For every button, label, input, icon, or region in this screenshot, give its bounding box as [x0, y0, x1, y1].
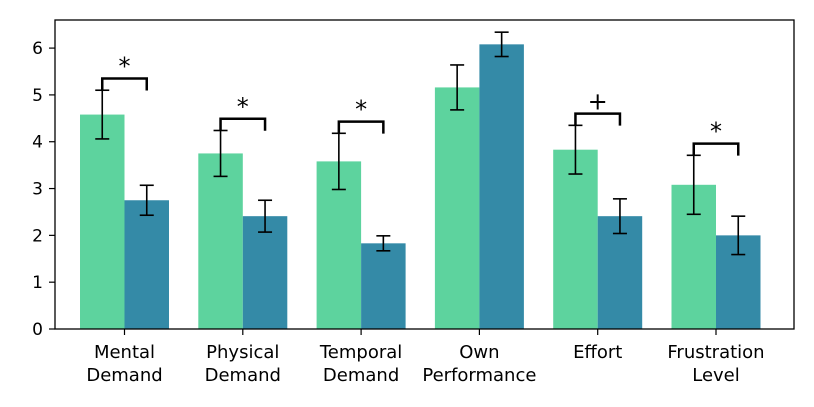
x-category-label: Physical: [206, 342, 279, 363]
bar: [479, 44, 524, 329]
significance-bracket: [574, 112, 622, 126]
x-category-label: Demand: [323, 365, 399, 386]
y-tick-label: 3: [32, 180, 43, 200]
error-bars-layer: [95, 31, 746, 256]
significance-marker: *: [237, 93, 249, 121]
bars-layer: [80, 44, 761, 329]
x-category-label: Temporal: [319, 342, 402, 363]
y-tick-label: 1: [32, 273, 43, 293]
y-tick-label: 0: [32, 320, 43, 340]
x-category-label: Effort: [573, 342, 622, 363]
x-category-label: Level: [692, 365, 740, 386]
significance-bracket: [101, 77, 148, 91]
x-category-label: Demand: [205, 365, 281, 386]
significance-bracket: [692, 142, 740, 156]
x-category-label: Performance: [422, 365, 536, 386]
x-axis: MentalDemandPhysicalDemandTemporalDemand…: [86, 329, 765, 386]
significance-layer: * * * + *: [101, 53, 740, 156]
bar: [553, 149, 598, 329]
y-tick-label: 4: [32, 133, 43, 153]
significance-marker: *: [710, 118, 722, 146]
y-tick-label: 6: [32, 39, 43, 59]
significance-bracket: [337, 120, 385, 134]
significance-marker: *: [355, 96, 367, 124]
y-tick-label: 2: [32, 226, 43, 246]
y-tick-label: 5: [32, 86, 43, 106]
bar: [124, 200, 169, 329]
x-category-label: Mental: [94, 342, 155, 363]
x-category-label: Frustration: [667, 342, 764, 363]
bar: [361, 243, 406, 329]
x-category-label: Demand: [86, 365, 162, 386]
bar: [597, 216, 643, 329]
significance-bracket: [219, 117, 267, 131]
bar: [434, 87, 480, 329]
bar: [198, 153, 243, 329]
plot-frame: [54, 19, 795, 330]
bar: [80, 114, 125, 329]
bar: [242, 216, 288, 329]
significance-marker: +: [588, 88, 608, 116]
x-category-label: Own: [459, 342, 499, 363]
y-axis: 0 1 2 3 4 5 6: [32, 39, 55, 340]
significance-marker: *: [119, 53, 131, 81]
